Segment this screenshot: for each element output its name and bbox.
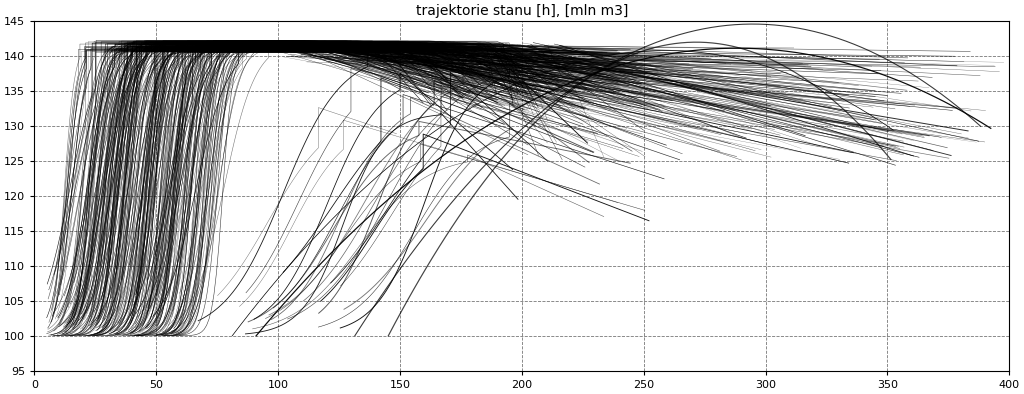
Title: trajektorie stanu [h], [mln m3]: trajektorie stanu [h], [mln m3] [416, 4, 628, 18]
